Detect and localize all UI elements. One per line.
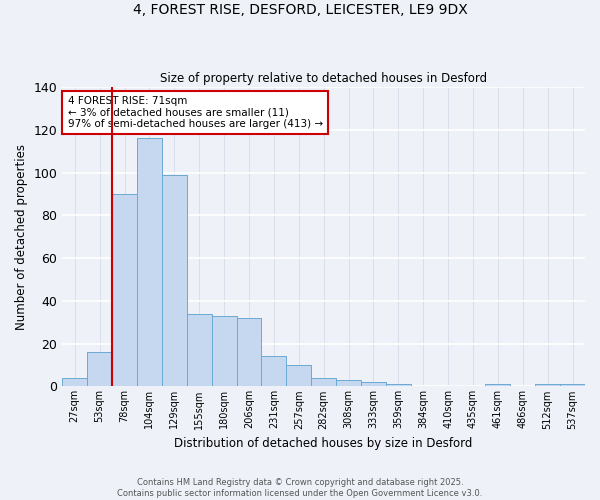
- Bar: [386, 384, 411, 386]
- X-axis label: Distribution of detached houses by size in Desford: Distribution of detached houses by size …: [175, 437, 473, 450]
- Bar: [187, 314, 212, 386]
- Bar: [336, 380, 361, 386]
- Bar: [262, 356, 286, 386]
- Text: Contains HM Land Registry data © Crown copyright and database right 2025.
Contai: Contains HM Land Registry data © Crown c…: [118, 478, 482, 498]
- Y-axis label: Number of detached properties: Number of detached properties: [15, 144, 28, 330]
- Text: 4 FOREST RISE: 71sqm
← 3% of detached houses are smaller (11)
97% of semi-detach: 4 FOREST RISE: 71sqm ← 3% of detached ho…: [68, 96, 323, 129]
- Bar: [162, 174, 187, 386]
- Bar: [212, 316, 236, 386]
- Bar: [87, 352, 112, 386]
- Bar: [361, 382, 386, 386]
- Bar: [137, 138, 162, 386]
- Text: 4, FOREST RISE, DESFORD, LEICESTER, LE9 9DX: 4, FOREST RISE, DESFORD, LEICESTER, LE9 …: [133, 2, 467, 16]
- Bar: [560, 384, 585, 386]
- Bar: [311, 378, 336, 386]
- Bar: [535, 384, 560, 386]
- Bar: [236, 318, 262, 386]
- Bar: [62, 378, 87, 386]
- Bar: [112, 194, 137, 386]
- Title: Size of property relative to detached houses in Desford: Size of property relative to detached ho…: [160, 72, 487, 85]
- Bar: [485, 384, 511, 386]
- Bar: [286, 365, 311, 386]
